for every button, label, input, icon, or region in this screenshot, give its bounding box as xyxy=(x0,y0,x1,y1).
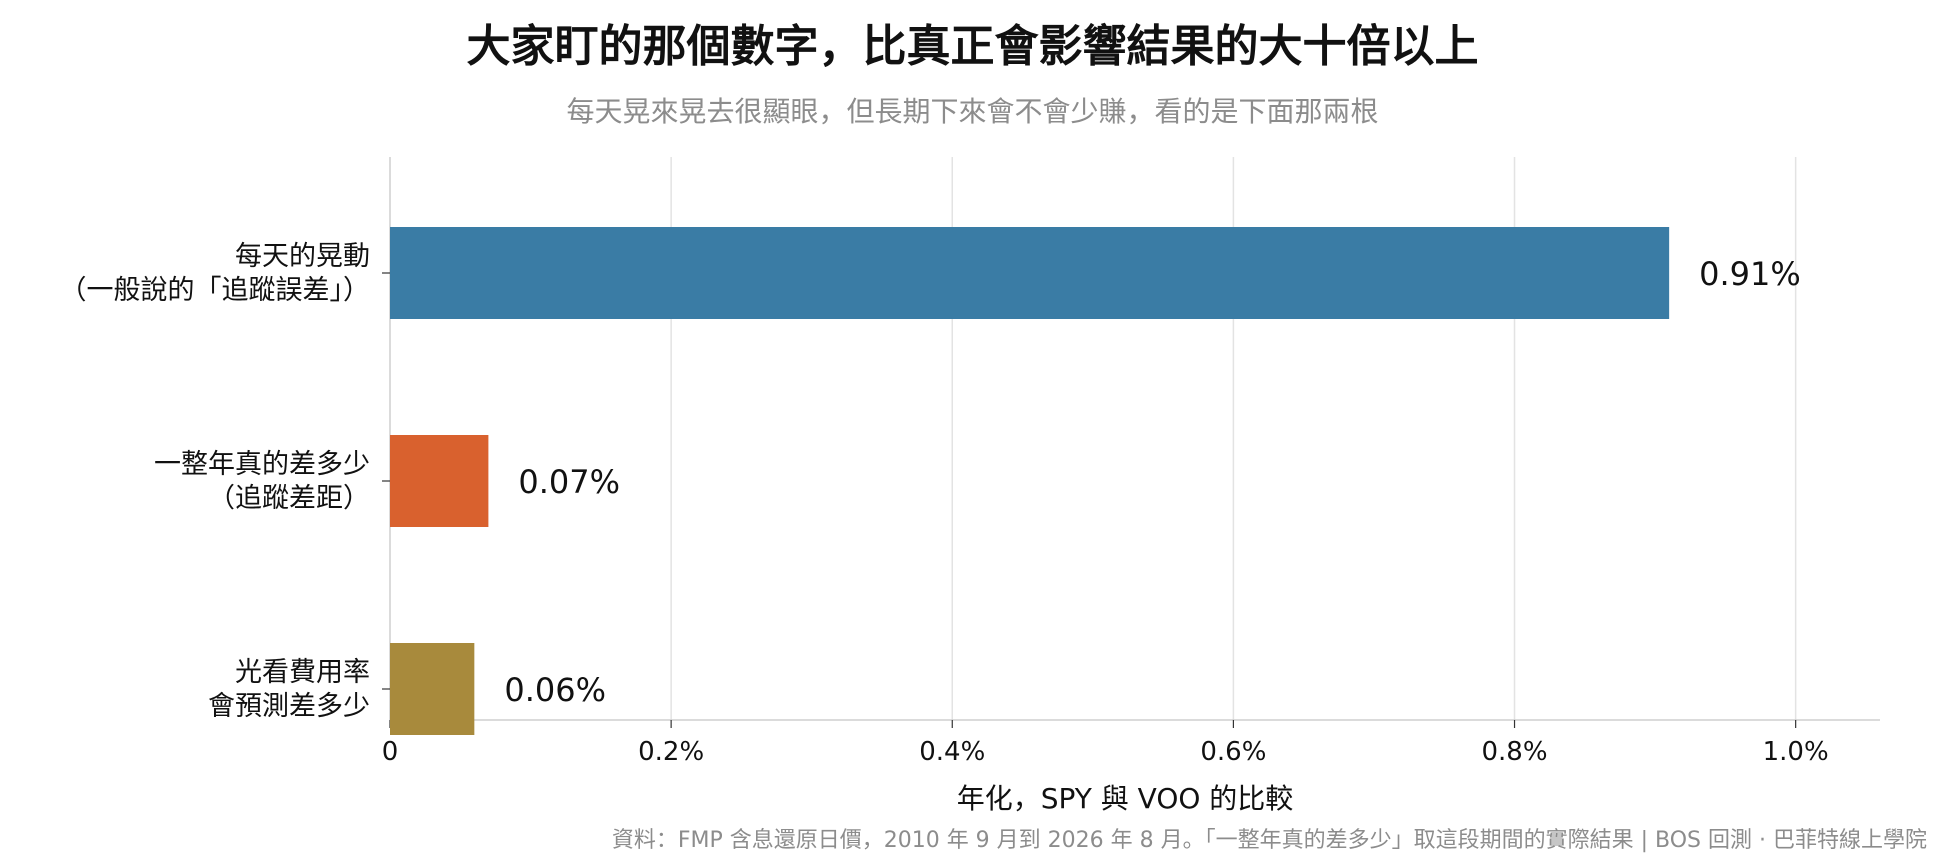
category-label: 一整年真的差多少 xyxy=(154,449,370,480)
bar xyxy=(390,435,489,527)
x-tick-label: 0.2% xyxy=(638,737,704,767)
x-tick-label: 1.0% xyxy=(1763,737,1829,767)
x-tick-label: 0 xyxy=(382,737,399,767)
x-tick-label: 0.4% xyxy=(919,737,985,767)
x-axis-label: 年化，SPY 與 VOO 的比較 xyxy=(957,782,1294,815)
category-label: 會預測差多少 xyxy=(208,691,370,722)
x-tick-label: 0.8% xyxy=(1481,737,1547,767)
chart-title: 大家盯的那個數字，比真正會影響結果的大十倍以上 xyxy=(466,21,1479,72)
category-label: 每天的晃動 xyxy=(235,241,370,272)
bar xyxy=(390,227,1670,319)
bar-value-label: 0.06% xyxy=(504,671,606,709)
bar xyxy=(390,643,475,735)
chart-subtitle: 每天晃來晃去很顯眼，但長期下來會不會少賺，看的是下面那兩根 xyxy=(566,95,1379,128)
x-tick-label: 0.6% xyxy=(1200,737,1266,767)
category-label: 光看費用率 xyxy=(235,657,370,688)
category-label: （一般說的「追蹤誤差」） xyxy=(60,275,371,306)
category-label: （追蹤差距） xyxy=(208,483,370,514)
source-note: 資料：FMP 含息還原日價，2010 年 9 月到 2026 年 8 月。「一整… xyxy=(611,828,1927,853)
bar-value-label: 0.07% xyxy=(518,463,620,501)
bar-value-label: 0.91% xyxy=(1699,255,1801,293)
